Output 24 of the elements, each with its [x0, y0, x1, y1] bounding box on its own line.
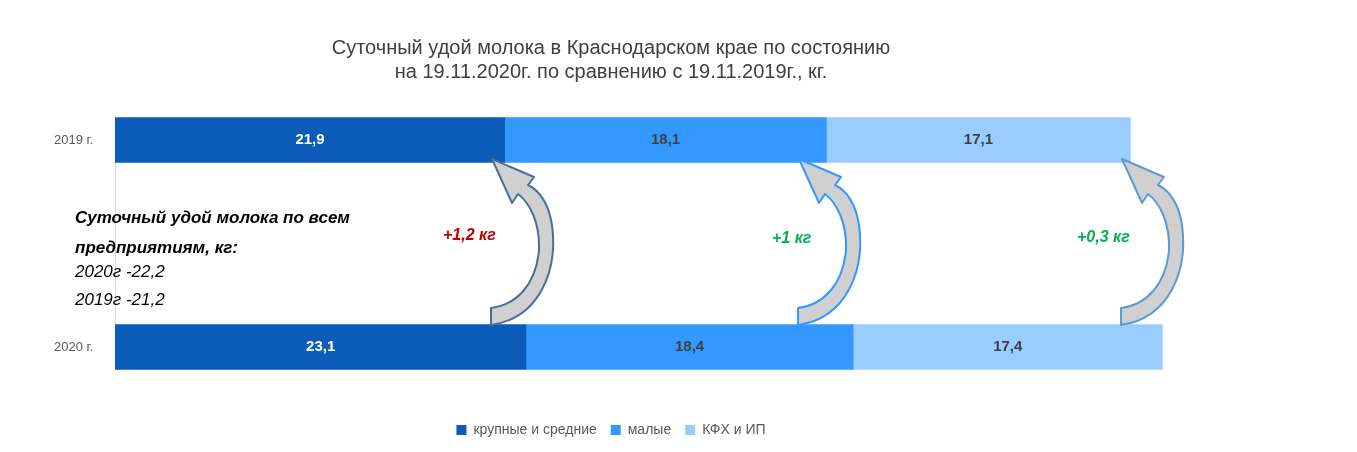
bar: [525, 324, 854, 370]
annotation: +0,3 кг: [1077, 228, 1130, 246]
annotation: +1,2 кг: [443, 226, 496, 244]
legend-label: КФХ и ИП: [702, 420, 766, 437]
annotation: Суточный удой молока по всем предприятиям, кг:: [75, 207, 351, 259]
y-tick-label: 2019 г.: [53, 131, 94, 147]
bar: [852, 324, 1163, 370]
data-label: 18,4: [674, 337, 705, 355]
legend-label: крупные и средние: [473, 420, 597, 437]
data-label: 17,4: [993, 337, 1024, 355]
bar: [826, 117, 1131, 163]
y-tick-label: 2020 г.: [53, 338, 94, 354]
bar: [114, 117, 505, 163]
annotation: +1 кг: [772, 229, 812, 247]
text: Суточный удой молока в Краснодарском крае по состоянию на 19.11.2020г. по сравнению с 19.11.2019г., кг.: [331, 35, 891, 82]
data-label: 23,1: [306, 337, 336, 355]
data-label: 18,1: [650, 130, 681, 148]
bar: [114, 324, 527, 370]
legend-label: малые: [627, 420, 672, 437]
bar: [504, 117, 827, 163]
data-label: 21,9: [295, 130, 325, 148]
data-label: 17,1: [963, 130, 994, 148]
annotation: 2020г -22,2: [75, 262, 165, 282]
annotation: 2019г -21,2: [75, 290, 165, 310]
